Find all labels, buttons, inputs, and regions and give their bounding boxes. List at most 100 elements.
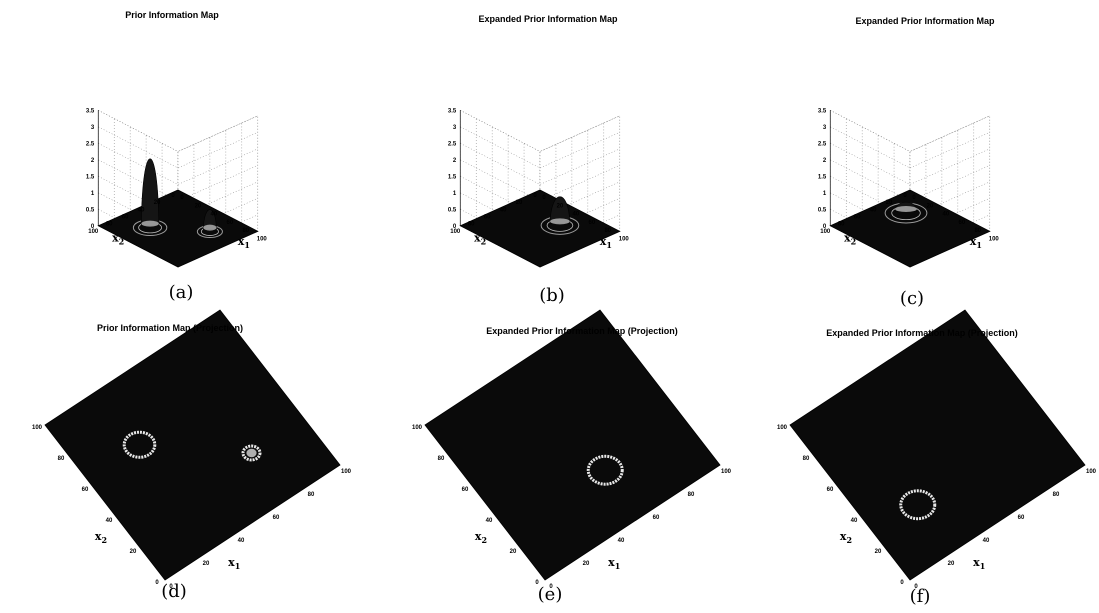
- x2-tick-label: 100: [777, 425, 788, 431]
- x2-tick-label: 40: [500, 207, 507, 213]
- peak-base-speckle: [203, 224, 217, 231]
- x1-tick-label: 100: [341, 469, 352, 475]
- x1-tick-label: 0: [912, 195, 916, 201]
- panel-caption: (e): [538, 584, 563, 605]
- z-tick-label: 3: [823, 125, 827, 131]
- z-tick-label: 2: [453, 158, 457, 164]
- x2-tick-label: 0: [903, 193, 907, 199]
- z-tick-label: 3.5: [448, 108, 457, 114]
- x1-tick-label: 20: [583, 561, 590, 567]
- x2-axis-label: x2: [95, 530, 107, 545]
- x2-tick-label: 100: [450, 229, 461, 235]
- x1-tick-label: 20: [948, 561, 955, 567]
- x2-tick-label: 20: [875, 549, 882, 555]
- z-tick-label: 3: [91, 125, 95, 131]
- x2-tick-label: 20: [510, 549, 517, 555]
- x1-tick-label: 60: [273, 515, 280, 521]
- x1-tick-label: 60: [1018, 515, 1025, 521]
- x1-tick-label: 60: [227, 220, 234, 226]
- x2-tick-label: 20: [130, 549, 137, 555]
- x1-tick-label: 100: [257, 236, 268, 242]
- panel-caption: (c): [900, 288, 924, 309]
- panel-title: Expanded Prior Information Map: [855, 16, 995, 26]
- z-tick-label: 1: [823, 191, 827, 197]
- x1-tick-label: 40: [618, 538, 625, 544]
- panel-title: Prior Information Map: [125, 10, 219, 20]
- x1-tick-label: 40: [983, 538, 990, 544]
- projection-plane: [789, 309, 1086, 581]
- projection-ring-1: [899, 489, 937, 521]
- peak-base-speckle: [141, 220, 159, 227]
- x1-tick-label: 20: [927, 203, 934, 209]
- panel-caption: (b): [539, 285, 565, 306]
- x2-tick-label: 0: [155, 580, 159, 586]
- panel-e: 0 20 40 60 80 100 0 20 40 60 80 100 x1 x2 Expanded Pri…: [412, 309, 732, 605]
- projection-plane: [424, 309, 721, 581]
- x2-tick-label: 40: [870, 207, 877, 213]
- projection-plane: [44, 309, 341, 581]
- x1-axis-label: x1: [970, 235, 982, 250]
- surface-peak-2: [202, 209, 217, 230]
- x2-tick-label: 40: [106, 518, 113, 524]
- x1-tick-label: 60: [959, 220, 966, 226]
- x2-tick-label: 80: [838, 222, 845, 228]
- z-tick-label: 0: [823, 224, 827, 230]
- x2-tick-label: 80: [106, 222, 113, 228]
- x1-tick-label: 0: [549, 584, 553, 590]
- x1-tick-label: 80: [974, 228, 981, 234]
- panel-title: Prior Information Map (Projection): [97, 323, 243, 333]
- x1-tick-label: 20: [557, 203, 564, 209]
- x1-tick-label: 100: [989, 236, 1000, 242]
- x1-tick-label: 80: [242, 228, 249, 234]
- panel-d: 0 20 40 60 80 100 0 20 40 60 80 100 x1 x2 Prior Inform…: [32, 309, 352, 602]
- x2-tick-label: 20: [886, 200, 893, 206]
- x2-tick-label: 60: [827, 487, 834, 493]
- x1-axis-label: x1: [608, 556, 620, 571]
- panel-title: Expanded Prior Information Map (Projecti…: [486, 326, 678, 336]
- x1-axis-label: x1: [600, 235, 612, 250]
- x2-axis-label: x2: [840, 530, 852, 545]
- panel-title: Expanded Prior Information Map (Projecti…: [826, 328, 1018, 338]
- z-tick-label: 3.5: [86, 108, 95, 114]
- x1-tick-label: 0: [169, 584, 173, 590]
- z-tick-label: 2.5: [448, 141, 457, 147]
- z-tick-label: 1.5: [818, 174, 827, 180]
- x2-tick-label: 100: [32, 425, 43, 431]
- x1-tick-label: 40: [943, 212, 950, 218]
- z-tick-label: 1.5: [448, 174, 457, 180]
- x1-tick-label: 60: [589, 220, 596, 226]
- panel-caption: (a): [169, 282, 194, 303]
- z-tick-label: 1.5: [86, 174, 95, 180]
- x2-tick-label: 60: [484, 214, 491, 220]
- x2-tick-label: 60: [122, 214, 129, 220]
- x1-tick-label: 100: [721, 469, 732, 475]
- x2-tick-label: 60: [82, 487, 89, 493]
- z-tick-label: 2: [91, 158, 95, 164]
- x1-tick-label: 40: [211, 212, 218, 218]
- x2-tick-label: 0: [171, 193, 175, 199]
- x2-tick-label: 100: [88, 229, 99, 235]
- x1-axis-label: x1: [228, 556, 240, 571]
- z-tick-label: 2: [823, 158, 827, 164]
- z-tick-label: 1: [91, 191, 95, 197]
- x1-tick-label: 100: [1086, 469, 1097, 475]
- peak-base-speckle: [550, 218, 570, 225]
- x2-tick-label: 40: [138, 207, 145, 213]
- x2-tick-label: 60: [854, 214, 861, 220]
- z-tick-label: 1: [453, 191, 457, 197]
- surface-floor: [459, 189, 621, 268]
- x2-tick-label: 40: [486, 518, 493, 524]
- x1-tick-label: 100: [619, 236, 630, 242]
- x1-tick-label: 20: [195, 203, 202, 209]
- x1-tick-label: 80: [1053, 492, 1060, 498]
- panel-a: 00.511.522.533.5020406080100020406080100…: [86, 10, 268, 303]
- projection-ring-1: [122, 430, 157, 459]
- z-tick-label: 0: [91, 224, 95, 230]
- panel-b: 00.511.522.533.5020406080100020406080100…: [448, 14, 630, 306]
- z-tick-label: 0.5: [818, 207, 827, 213]
- x2-tick-label: 80: [58, 456, 65, 462]
- x1-tick-label: 60: [653, 515, 660, 521]
- z-tick-label: 0: [453, 224, 457, 230]
- x2-tick-label: 60: [462, 487, 469, 493]
